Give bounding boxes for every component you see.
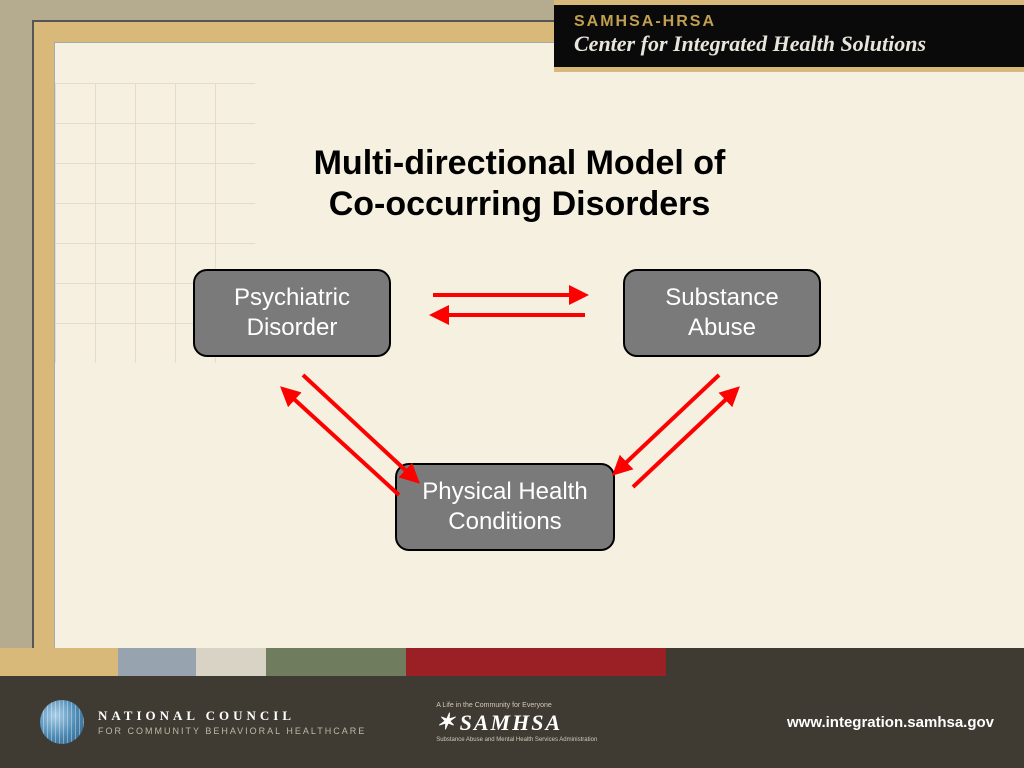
arrow-physical-to-psych xyxy=(283,389,399,495)
node-substance-line1: Substance xyxy=(665,284,778,311)
slide-title: Multi-directional Model of Co-occurring … xyxy=(55,143,984,225)
arrow-subst-to-physical xyxy=(615,375,719,473)
node-substance: Substance Abuse xyxy=(623,269,821,357)
footer-main: NATIONAL COUNCIL FOR COMMUNITY BEHAVIORA… xyxy=(0,676,1024,768)
samhsa-fullname: Substance Abuse and Mental Health Servic… xyxy=(436,737,597,743)
national-council-tagline: FOR COMMUNITY BEHAVIORAL HEALTHCARE xyxy=(98,726,366,736)
banner-org: SAMHSA-HRSA xyxy=(574,13,1004,31)
footer-color-strip xyxy=(0,648,1024,676)
footer: NATIONAL COUNCIL FOR COMMUNITY BEHAVIORA… xyxy=(0,648,1024,768)
node-substance-line2: Abuse xyxy=(688,314,756,341)
node-psychiatric-line2: Disorder xyxy=(247,314,338,341)
arrow-physical-to-subst xyxy=(633,389,737,487)
node-psychiatric-line1: Psychiatric xyxy=(234,284,350,311)
footer-url: www.integration.samhsa.gov xyxy=(787,714,994,731)
slide-frame: Multi-directional Model of Co-occurring … xyxy=(32,20,1024,648)
slide-content-area: Multi-directional Model of Co-occurring … xyxy=(54,42,1024,648)
person-icon: ✶ xyxy=(436,709,456,735)
title-line2: Co-occurring Disorders xyxy=(329,185,711,223)
node-physical-line1: Physical Health xyxy=(422,478,587,505)
node-physical-line2: Conditions xyxy=(448,508,561,535)
national-council-logo: NATIONAL COUNCIL FOR COMMUNITY BEHAVIORA… xyxy=(40,700,366,744)
node-physical: Physical Health Conditions xyxy=(395,463,615,551)
national-council-name: NATIONAL COUNCIL xyxy=(98,708,366,724)
header-banner: SAMHSA-HRSA Center for Integrated Health… xyxy=(554,0,1024,82)
banner-center-name: Center for Integrated Health Solutions xyxy=(574,31,1004,57)
globe-icon xyxy=(40,700,84,744)
samhsa-logo: A Life in the Community for Everyone ✶ S… xyxy=(436,702,597,743)
samhsa-name: SAMHSA xyxy=(460,710,563,736)
node-psychiatric: Psychiatric Disorder xyxy=(193,269,391,357)
title-line1: Multi-directional Model of xyxy=(314,144,726,182)
samhsa-tagline: A Life in the Community for Everyone xyxy=(436,702,597,709)
